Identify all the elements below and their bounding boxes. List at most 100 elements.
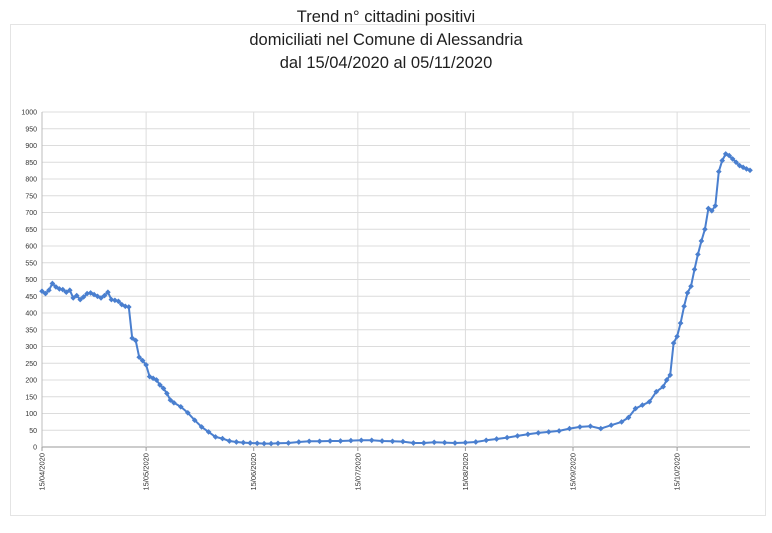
data-point [493, 436, 500, 442]
data-point [462, 439, 469, 446]
data-point [587, 423, 594, 430]
data-point [688, 283, 694, 290]
y-tick-label: 650 [25, 227, 37, 234]
data-point [618, 419, 625, 425]
data-point [379, 438, 385, 444]
data-point [153, 377, 160, 383]
data-point [691, 266, 698, 273]
data-point [681, 303, 687, 310]
y-tick-label: 50 [29, 428, 37, 435]
y-tick-label: 600 [25, 244, 37, 251]
x-tick-label: 15/09/2020 [569, 453, 578, 491]
data-point [639, 402, 646, 408]
chart-title-line-3: dal 15/04/2020 al 05/11/2020 [279, 54, 493, 72]
chart-title-line-1: Trend n° cittadini positivi [296, 8, 476, 26]
y-tick-label: 350 [25, 327, 37, 334]
data-point [653, 388, 660, 395]
data-point [368, 437, 375, 444]
data-point [545, 429, 552, 435]
data-point [400, 438, 406, 445]
data-point [514, 433, 521, 439]
data-point [632, 405, 639, 412]
y-tick-label: 1000 [21, 110, 37, 117]
data-point [157, 382, 163, 388]
data-point [261, 440, 267, 447]
x-tick-label: 15/04/2020 [38, 453, 47, 491]
data-point [646, 398, 653, 405]
series-line [41, 152, 751, 445]
data-point [702, 226, 708, 233]
y-tick-label: 700 [25, 210, 37, 217]
data-point [729, 156, 736, 162]
data-point [483, 437, 490, 444]
data-point [212, 434, 219, 440]
data-point [695, 251, 701, 258]
data-point [171, 399, 177, 406]
data-point [420, 440, 427, 446]
y-tick-label: 0 [33, 445, 37, 452]
y-tick-label: 150 [25, 394, 37, 401]
data-point [389, 438, 396, 445]
data-point [306, 438, 313, 445]
data-point [184, 409, 191, 416]
data-point [254, 440, 261, 447]
data-point [226, 438, 233, 444]
data-point [566, 425, 573, 432]
data-point [337, 438, 344, 444]
data-point [167, 397, 174, 403]
data-point [316, 438, 323, 445]
data-point [733, 159, 739, 166]
data-point [125, 304, 132, 310]
data-point [80, 294, 87, 300]
y-tick-label: 100 [25, 411, 37, 418]
data-point [101, 292, 108, 299]
y-tick-label: 550 [25, 260, 37, 267]
data-point [525, 431, 531, 438]
x-tick-label: 15/08/2020 [461, 453, 470, 491]
data-point [240, 439, 247, 446]
data-point [295, 439, 302, 445]
data-point [247, 440, 254, 446]
data-point [726, 152, 733, 159]
data-point [164, 390, 170, 397]
data-point [712, 202, 719, 209]
data-point [577, 424, 583, 430]
data-point [136, 354, 143, 361]
data-point [66, 287, 73, 294]
data-point [597, 425, 604, 432]
data-point [233, 439, 240, 445]
data-point [719, 157, 726, 164]
data-point [327, 438, 333, 444]
data-point [132, 337, 139, 344]
data-point [684, 290, 691, 296]
y-tick-label: 950 [25, 126, 37, 133]
data-point [98, 295, 104, 301]
data-point [441, 439, 448, 446]
data-point [358, 437, 365, 444]
y-tick-label: 800 [25, 177, 37, 184]
y-tick-label: 900 [25, 143, 37, 150]
data-point [698, 238, 705, 244]
data-point [70, 295, 77, 301]
data-point [285, 440, 292, 446]
data-point [663, 377, 670, 383]
data-point [198, 424, 205, 430]
x-tick-label: 15/07/2020 [353, 453, 362, 491]
data-point [143, 362, 149, 368]
y-tick-label: 300 [25, 344, 37, 351]
data-point [177, 403, 184, 410]
data-point [105, 289, 111, 296]
data-point [452, 440, 458, 446]
data-point [73, 292, 80, 299]
data-point [556, 428, 562, 434]
data-point [608, 422, 615, 429]
data-point [129, 335, 136, 341]
data-point [715, 168, 722, 175]
data-point [535, 430, 542, 436]
data-point [504, 434, 510, 441]
data-point [670, 340, 677, 346]
data-point [674, 333, 680, 340]
data-point [268, 440, 274, 447]
data-point [410, 440, 417, 446]
